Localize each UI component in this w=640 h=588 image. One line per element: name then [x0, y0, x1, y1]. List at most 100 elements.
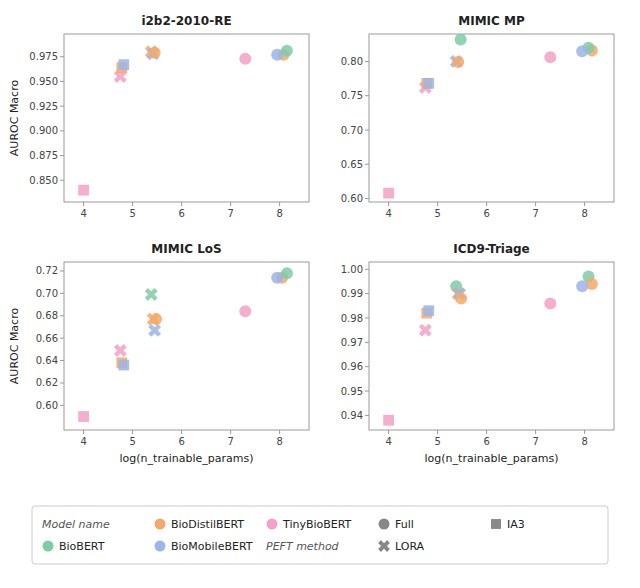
y-tick-label: 1.00	[341, 264, 363, 275]
chart-root: 0.8500.8750.9000.9250.9500.97545678i2b2-…	[0, 0, 640, 588]
y-tick	[60, 405, 64, 406]
y-axis-label: AUROC Macro	[8, 80, 21, 157]
x-tick	[83, 202, 84, 206]
legend-swatch	[267, 519, 278, 530]
y-tick	[365, 391, 369, 392]
y-tick	[60, 382, 64, 383]
legend-label: TinyBioBERT	[282, 518, 352, 531]
x-tick-label: 7	[532, 208, 538, 219]
plot-frame	[64, 34, 309, 202]
y-tick	[60, 81, 64, 82]
panel: 0.940.950.960.970.980.991.0045678ICD9-Tr…	[341, 242, 614, 465]
plot-frame	[369, 262, 614, 430]
scatter-point	[148, 324, 161, 337]
legend-box	[32, 506, 608, 564]
legend-swatch	[491, 519, 501, 529]
points	[383, 271, 598, 426]
x-tick-label: 8	[581, 208, 587, 219]
y-tick	[365, 366, 369, 367]
y-tick	[365, 415, 369, 416]
scatter-point	[281, 267, 293, 279]
x-tick-label: 6	[178, 436, 184, 447]
y-tick	[365, 293, 369, 294]
legend-label: Full	[395, 518, 414, 531]
x-tick	[535, 430, 536, 434]
scatter-point	[383, 188, 394, 199]
legend-label: BioMobileBERT	[171, 540, 253, 553]
scatter-point	[145, 288, 158, 301]
legend-swatch	[155, 541, 166, 552]
scatter-point	[78, 411, 89, 422]
y-tick-label: 0.72	[36, 265, 58, 276]
y-tick-label: 0.94	[341, 410, 363, 421]
scatter-point	[423, 78, 434, 89]
x-tick-label: 5	[129, 208, 135, 219]
scatter-point	[544, 297, 556, 309]
y-tick-label: 0.66	[36, 333, 58, 344]
x-tick-label: 5	[129, 436, 135, 447]
x-tick	[230, 430, 231, 434]
x-tick-label: 7	[227, 208, 233, 219]
x-tick	[437, 430, 438, 434]
y-tick	[60, 56, 64, 57]
scatter-point	[281, 45, 293, 57]
y-tick-label: 0.62	[36, 377, 58, 388]
scatter-point	[419, 324, 432, 337]
x-tick-label: 5	[434, 436, 440, 447]
x-tick	[584, 430, 585, 434]
y-tick	[365, 61, 369, 62]
y-tick	[60, 315, 64, 316]
points	[78, 267, 293, 422]
scatter-point	[149, 47, 161, 59]
panel: 0.8500.8750.9000.9250.9500.97545678i2b2-…	[8, 14, 309, 219]
scatter-point	[383, 415, 394, 426]
x-tick-label: 4	[385, 436, 391, 447]
legend-swatch	[43, 541, 54, 552]
scatter-point	[114, 344, 127, 357]
legend-label: LORA	[395, 540, 425, 553]
scatter-point	[452, 56, 464, 68]
legend-label: BioBERT	[59, 540, 105, 553]
y-tick	[60, 130, 64, 131]
x-tick-label: 8	[276, 208, 282, 219]
y-tick	[60, 360, 64, 361]
legend-swatch	[378, 540, 390, 552]
y-tick	[60, 155, 64, 156]
y-tick	[365, 342, 369, 343]
background	[0, 0, 640, 588]
y-tick	[365, 164, 369, 165]
scatter-point	[576, 45, 588, 57]
y-tick-label: 0.70	[341, 125, 363, 136]
y-tick	[365, 318, 369, 319]
y-tick	[365, 130, 369, 131]
y-tick	[365, 269, 369, 270]
y-tick-label: 0.64	[36, 355, 58, 366]
y-tick-label: 0.97	[341, 337, 363, 348]
panel-title: ICD9-Triage	[453, 242, 530, 256]
y-tick	[60, 338, 64, 339]
panel: 0.600.620.640.660.680.700.7245678MIMIC L…	[8, 242, 309, 465]
legend-heading: PEFT method	[266, 540, 340, 553]
y-tick	[365, 95, 369, 96]
x-tick	[181, 430, 182, 434]
scatter-point	[455, 293, 467, 305]
x-axis-label: log(n_trainable_params)	[120, 452, 254, 465]
y-tick	[365, 198, 369, 199]
scatter-point	[239, 305, 251, 317]
scatter-point	[78, 185, 89, 196]
y-tick-label: 0.75	[341, 90, 363, 101]
y-tick-label: 0.60	[341, 193, 363, 204]
x-tick	[230, 202, 231, 206]
x-tick-label: 5	[434, 208, 440, 219]
x-tick	[388, 202, 389, 206]
scatter-point	[544, 51, 556, 63]
x-tick	[535, 202, 536, 206]
x-tick	[181, 202, 182, 206]
scatter-point	[423, 305, 434, 316]
y-tick-label: 0.900	[29, 125, 58, 136]
x-tick	[279, 430, 280, 434]
x-tick	[437, 202, 438, 206]
x-tick-label: 8	[276, 436, 282, 447]
plot-frame	[64, 262, 309, 430]
scatter-point	[455, 34, 467, 45]
